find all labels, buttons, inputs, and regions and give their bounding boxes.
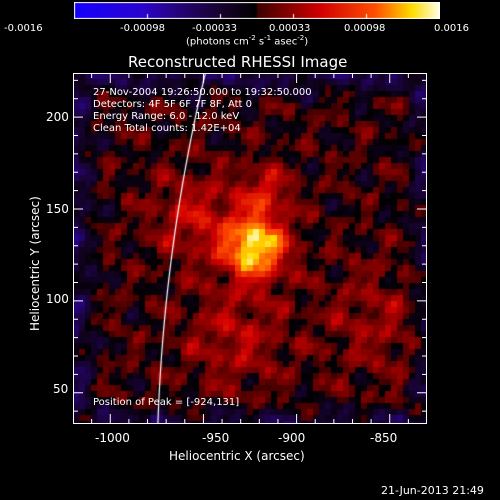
info-line-counts: Clean Total counts: 1.42E+04 [93,123,241,134]
x-tick-label: -850 [370,431,398,445]
info-line-energy: Energy Range: 6.0 - 12.0 keV [93,111,240,122]
x-tick-label: -900 [278,431,306,445]
colorbar-tick: -0.00033 [192,23,237,34]
x-tick-label: -1000 [95,431,130,445]
colorbar [74,2,440,19]
x-axis-label: Heliocentric X (arcsec) [169,449,305,463]
colorbar-tick: 0.0016 [434,23,469,34]
info-line-time: 27-Nov-2004 19:26:50.000 to 19:32:50.000 [93,87,312,98]
y-axis-label: Heliocentric Y (arcsec) [28,196,42,331]
info-line-detectors: Detectors: 4F 5F 6F 7F 8F, Att 0 [93,99,253,110]
plot-title: Reconstructed RHESSI Image [128,53,348,71]
y-tick-label: 150 [46,202,69,216]
colorbar-tick: 0.00033 [269,23,311,34]
colorbar-tick: -0.0016 [4,23,43,34]
y-tick-label: 50 [53,382,69,396]
render-timestamp: 21-Jun-2013 21:49 [381,484,484,497]
x-tick-label: -950 [202,431,230,445]
colorbar-tick: 0.00098 [344,23,386,34]
y-tick-label: 100 [46,292,69,306]
colorbar-tick: -0.00098 [120,23,165,34]
colorbar-units: (photons cm-2 s-1 asec-2) [186,34,309,48]
peak-position-label: Position of Peak = [-924,131] [93,397,240,408]
y-tick-label: 200 [46,110,69,124]
